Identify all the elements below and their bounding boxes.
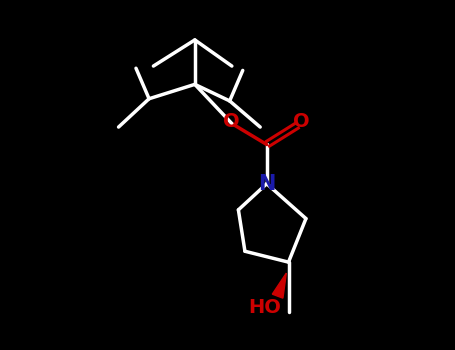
Polygon shape [272, 273, 286, 298]
Text: O: O [293, 112, 310, 131]
Text: O: O [222, 112, 239, 131]
Text: N: N [258, 174, 275, 194]
Text: HO: HO [248, 299, 281, 317]
